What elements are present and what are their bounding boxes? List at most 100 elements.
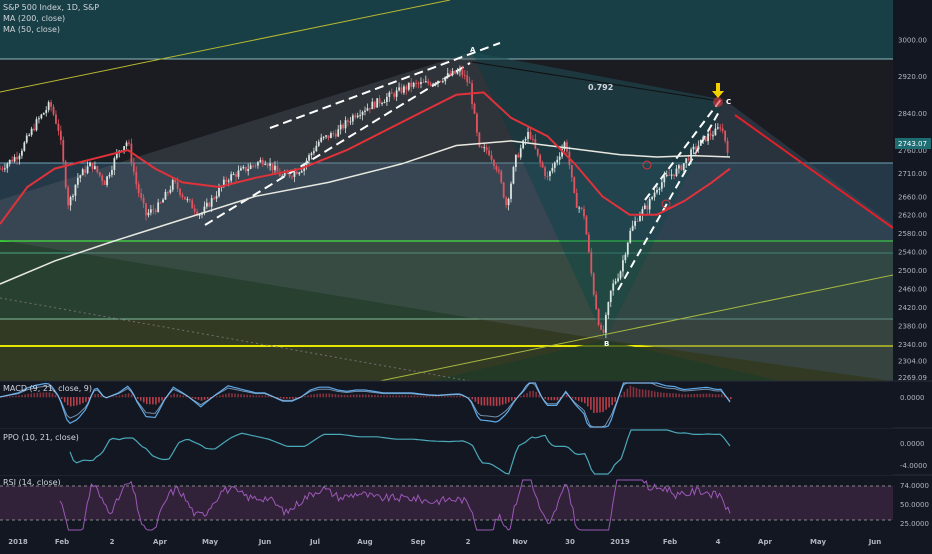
macd-histogram-bar: [70, 397, 72, 407]
macd-histogram-bar: [97, 394, 99, 397]
candle-body: [447, 73, 449, 77]
zone-top: [0, 0, 893, 59]
macd-histogram-bar: [365, 395, 367, 398]
macd-histogram-bar: [325, 394, 327, 398]
candle-body: [624, 255, 626, 261]
y-tick-label: 2660.00: [898, 193, 927, 201]
macd-histogram-bar: [444, 396, 446, 397]
macd-histogram-bar: [359, 395, 361, 398]
macd-histogram-bar: [602, 397, 604, 412]
x-tick-label: Feb: [663, 538, 677, 546]
candle-body: [315, 146, 317, 151]
macd-histogram-bar: [471, 397, 473, 399]
macd-histogram-bar: [694, 394, 696, 397]
macd-histogram-bar: [341, 395, 343, 398]
candle-body: [38, 118, 40, 119]
macd-histogram-bar: [478, 397, 480, 404]
candle-body: [143, 198, 145, 204]
candle-body: [50, 102, 52, 107]
macd-histogram-bar: [441, 396, 443, 397]
macd-histogram-bar: [374, 395, 376, 397]
macd-histogram-bar: [420, 396, 422, 397]
macd-histogram-bar: [122, 395, 124, 398]
macd-histogram-bar: [557, 397, 559, 400]
y-tick-label: 3000.00: [898, 36, 927, 44]
macd-histogram-bar: [155, 397, 157, 404]
candle-body: [717, 127, 719, 128]
ppo-panel: PPO (10, 21, close) 0.0000 -4.0000: [0, 429, 927, 475]
x-tick-label: 2: [466, 538, 471, 546]
candle-body: [272, 163, 274, 170]
macd-histogram-bar: [678, 394, 680, 397]
macd-histogram-bar: [43, 392, 45, 397]
macd-histogram-bar: [335, 394, 337, 397]
candle-body: [6, 164, 8, 169]
candle-body: [362, 112, 364, 115]
candle-body: [605, 315, 607, 333]
macd-histogram-bar: [633, 387, 635, 397]
candle-body: [551, 168, 553, 171]
candle-body: [140, 193, 142, 197]
ppo-zero-label: 0.0000: [900, 440, 925, 448]
macd-histogram-bar: [535, 392, 537, 397]
macd-histogram-bar: [718, 394, 720, 397]
macd-histogram-bar: [116, 396, 118, 397]
candle-body: [352, 115, 354, 121]
macd-histogram-bar: [15, 396, 17, 398]
y-tick-label: 2460.00: [898, 286, 927, 294]
macd-histogram-bar: [514, 397, 516, 399]
candle-body: [311, 153, 313, 155]
candle-body: [53, 107, 55, 115]
candle-body: [247, 169, 249, 171]
macd-histogram-bar: [249, 395, 251, 397]
macd-histogram-bar: [262, 396, 264, 398]
macd-histogram-bar: [140, 397, 142, 401]
candle-body: [483, 147, 485, 148]
candle-body: [707, 134, 709, 142]
macd-histogram-bar: [484, 397, 486, 405]
candle-body: [14, 157, 16, 162]
macd-histogram-bar: [660, 392, 662, 397]
candle-body: [328, 135, 330, 138]
candle-body: [2, 169, 4, 170]
candle-body: [693, 147, 695, 150]
y-tick-label: 2340.00: [898, 341, 927, 349]
candle-body: [493, 160, 495, 166]
candle-body: [396, 90, 398, 96]
macd-histogram-bar: [593, 397, 595, 413]
candle-body: [318, 142, 320, 146]
candle-body: [590, 252, 592, 274]
candle-body: [668, 175, 670, 176]
candle-body: [588, 235, 590, 252]
candle-body: [109, 175, 111, 176]
macd-histogram-bar: [207, 397, 209, 399]
candle-body: [405, 86, 407, 89]
candle-body: [452, 71, 454, 75]
ppo-title: PPO (10, 21, close): [3, 433, 79, 442]
candle-body: [225, 180, 227, 182]
candle-body: [342, 125, 344, 129]
candle-body: [513, 167, 515, 184]
macd-histogram-bar: [55, 395, 57, 398]
candle-body: [610, 291, 612, 303]
candle-body: [464, 75, 466, 76]
candle-body: [294, 172, 296, 177]
candle-body: [542, 162, 544, 167]
candle-body: [174, 180, 176, 182]
candle-body: [646, 205, 648, 209]
macd-histogram-bar: [608, 397, 610, 407]
macd-histogram-bar: [204, 397, 206, 400]
macd-histogram-bar: [286, 397, 288, 399]
macd-histogram-bar: [234, 394, 236, 398]
macd-histogram-bar: [362, 395, 364, 398]
macd-histogram-bar: [377, 395, 379, 397]
candle-body: [607, 302, 609, 315]
candle-body: [123, 146, 125, 150]
candle-body: [408, 83, 410, 90]
candle-body: [600, 325, 602, 330]
macd-histogram-bar: [161, 397, 163, 401]
macd-histogram-bar: [316, 394, 318, 397]
candle-body: [23, 143, 25, 151]
macd-histogram-bar: [383, 396, 385, 398]
macd-histogram-bar: [368, 395, 370, 398]
